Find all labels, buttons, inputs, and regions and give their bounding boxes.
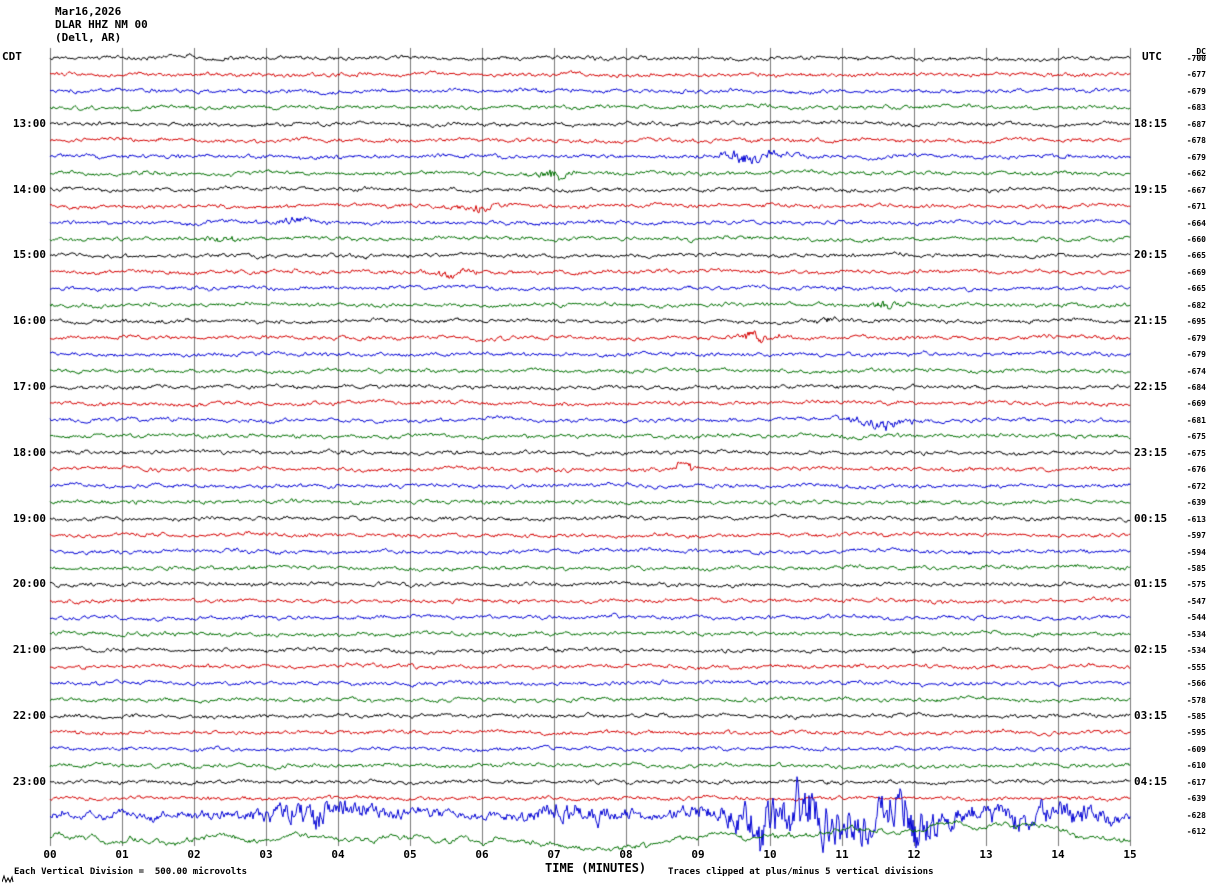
row-right-label: 23:15 <box>1134 445 1168 459</box>
x-tick-label: 12 <box>907 848 921 861</box>
row-left-label: 20:00 <box>12 577 46 591</box>
row-dc-label: -669 <box>1186 267 1206 277</box>
row-dc-label: -609 <box>1186 744 1206 754</box>
row-right-label: 02:15 <box>1134 643 1168 657</box>
row-dc-label: -594 <box>1186 547 1206 557</box>
row-dc-label: -665 <box>1186 251 1206 261</box>
row-dc-label: -679 <box>1186 86 1206 96</box>
row-left-label: 17:00 <box>12 380 46 393</box>
row-dc-label: -610 <box>1186 761 1206 771</box>
row-dc-label: -662 <box>1186 169 1206 179</box>
row-right-label: 20:15 <box>1134 248 1168 262</box>
row-dc-label: -700 <box>1186 54 1206 63</box>
row-left-label: 18:00 <box>12 445 46 459</box>
row-dc-label: -671 <box>1186 202 1206 212</box>
row-dc-label: -695 <box>1186 317 1206 327</box>
row-dc-label: -585 <box>1186 712 1206 721</box>
x-tick-label: 00 <box>43 848 57 861</box>
row-dc-label: -612 <box>1186 827 1206 837</box>
row-left-label: 21:00 <box>12 643 46 657</box>
row-dc-label: -675 <box>1186 448 1206 458</box>
x-tick-label: 09 <box>691 848 705 861</box>
row-dc-label: -683 <box>1186 103 1206 113</box>
row-dc-label: -679 <box>1186 350 1206 360</box>
x-tick-label: 10 <box>763 848 777 861</box>
row-right-label: 03:15 <box>1134 709 1168 722</box>
row-dc-label: -617 <box>1186 777 1206 787</box>
row-dc-label: -669 <box>1186 399 1206 409</box>
row-dc-label: -681 <box>1186 415 1206 425</box>
header-date: Mar16,2026 <box>55 5 122 18</box>
row-dc-label: -544 <box>1186 613 1206 623</box>
row-dc-label: -566 <box>1186 679 1206 689</box>
row-dc-label: -585 <box>1186 563 1206 573</box>
row-left-label: 23:00 <box>12 774 46 788</box>
row-dc-label: -679 <box>1186 333 1206 343</box>
row-dc-label: -684 <box>1186 383 1206 392</box>
row-dc-label: -682 <box>1186 300 1206 310</box>
right-timezone-label: UTC <box>1142 50 1162 63</box>
x-tick-label: 14 <box>1051 848 1065 861</box>
x-tick-label: 02 <box>187 848 201 861</box>
row-dc-label: -639 <box>1186 794 1206 804</box>
x-tick-label: 04 <box>331 848 345 861</box>
row-dc-label: -667 <box>1186 185 1206 195</box>
x-tick-label: 05 <box>403 848 417 861</box>
row-right-label: 01:15 <box>1134 577 1168 591</box>
row-right-label: 22:15 <box>1134 380 1168 393</box>
footer-clip-note: Traces clipped at plus/minus 5 vertical … <box>668 867 934 877</box>
row-left-label: 14:00 <box>12 182 46 196</box>
row-right-label: 21:15 <box>1134 314 1168 328</box>
row-left-label: 15:00 <box>12 248 46 262</box>
row-dc-label: -534 <box>1186 629 1206 639</box>
row-dc-label: -674 <box>1186 366 1206 376</box>
row-dc-label: -534 <box>1186 646 1206 656</box>
x-tick-label: 06 <box>475 848 489 861</box>
row-dc-label: -555 <box>1186 662 1206 672</box>
row-left-label: 19:00 <box>12 511 46 525</box>
row-dc-label: -677 <box>1186 70 1206 80</box>
row-left-label: 22:00 <box>12 709 46 722</box>
row-dc-label: -613 <box>1186 514 1206 524</box>
row-right-label: 04:15 <box>1134 774 1168 788</box>
row-dc-label: -679 <box>1186 152 1206 162</box>
row-right-label: 00:15 <box>1134 511 1168 525</box>
row-dc-label: -675 <box>1186 432 1206 442</box>
row-dc-label: -628 <box>1186 810 1206 820</box>
dc-column-header: DC <box>1196 47 1206 56</box>
row-dc-label: -687 <box>1186 119 1206 129</box>
corner-squiggle-icon <box>2 874 14 884</box>
x-tick-label: 07 <box>547 848 561 861</box>
row-dc-label: -595 <box>1186 728 1206 738</box>
row-dc-label: -660 <box>1186 234 1206 244</box>
row-dc-label: -676 <box>1186 465 1206 475</box>
row-dc-label: -547 <box>1186 596 1206 606</box>
row-dc-label: -578 <box>1186 695 1206 705</box>
x-tick-label: 03 <box>259 848 273 861</box>
row-dc-label: -672 <box>1186 481 1206 491</box>
x-tick-label: 15 <box>1123 848 1137 861</box>
row-right-label: 18:15 <box>1134 116 1168 130</box>
x-tick-label: 08 <box>619 848 633 861</box>
row-dc-label: -665 <box>1186 284 1206 294</box>
row-dc-label: -678 <box>1186 136 1206 146</box>
x-tick-label: 13 <box>979 848 993 861</box>
row-left-label: 13:00 <box>12 116 46 130</box>
left-timezone-label: CDT <box>2 50 22 63</box>
x-axis-title: TIME (MINUTES) <box>545 861 647 875</box>
footer-scale-note: Each Vertical Division = 500.00 microvol… <box>14 867 247 877</box>
row-dc-label: -597 <box>1186 531 1206 541</box>
row-dc-label: -639 <box>1186 498 1206 508</box>
row-right-label: 19:15 <box>1134 182 1168 196</box>
row-dc-label: -575 <box>1186 580 1206 590</box>
x-tick-label: 01 <box>115 848 129 861</box>
header-location: (Dell, AR) <box>55 31 122 44</box>
header-station: DLAR HHZ NM 00 <box>55 18 148 31</box>
row-left-label: 16:00 <box>12 314 46 328</box>
row-dc-label: -664 <box>1186 218 1206 228</box>
x-tick-label: 11 <box>835 848 849 861</box>
